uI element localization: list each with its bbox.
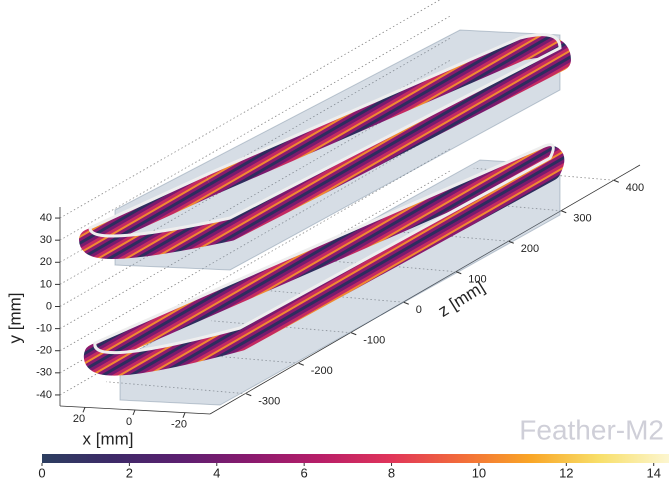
grid-line: [106, 381, 247, 395]
tick-mark: [456, 271, 462, 275]
grid-line: [316, 259, 457, 273]
y-tick-label: 30: [40, 234, 52, 246]
grid-line: [211, 320, 352, 334]
y-tick-label: 40: [40, 212, 52, 224]
colorbar-tick-label: 4: [213, 465, 220, 480]
y-tick-label: -40: [36, 389, 52, 401]
annotation: Feather-M2: [519, 414, 664, 445]
coils: [79, 33, 571, 376]
y-tick-label: -20: [36, 345, 52, 357]
colorbar-tick-label: 10: [472, 465, 486, 480]
y-tick-label: -10: [36, 323, 52, 335]
tick-mark: [132, 409, 136, 416]
tick-mark: [613, 179, 619, 183]
z-tick-label: 400: [626, 182, 644, 194]
tick-mark: [508, 240, 514, 244]
colorbar-tick-label: 14: [646, 465, 660, 480]
x-tick-label: 0: [126, 416, 132, 428]
z-tick-label: 200: [521, 243, 539, 255]
grid-line: [263, 289, 404, 303]
tick-mark: [561, 210, 567, 214]
colorbar-tick-label: 2: [126, 465, 133, 480]
z-tick-label: 0: [416, 304, 422, 316]
colorbar-tick-label: 8: [388, 465, 395, 480]
tick-mark: [403, 301, 409, 305]
x-tick-label: -20: [171, 419, 187, 431]
y-tick-label: -30: [36, 367, 52, 379]
tick-mark: [182, 412, 186, 418]
z-tick-label: -300: [258, 396, 280, 408]
grid-line: [59, 82, 451, 307]
grid-line: [59, 126, 451, 352]
tick-mark: [351, 332, 357, 336]
colorbar-tick-label: 0: [38, 465, 45, 480]
grid-line: [59, 0, 441, 219]
tick-mark: [246, 393, 252, 397]
z-tick-label: -200: [311, 365, 333, 377]
grid-line: [59, 148, 451, 374]
x-axis-label: x [mm]: [83, 429, 134, 448]
y-tick-label: 0: [46, 300, 52, 312]
y-axis-label: y [mm]: [5, 293, 24, 344]
colorbar: [42, 454, 669, 463]
tick-mark: [82, 407, 86, 413]
grid-line: [59, 37, 451, 263]
colorbar-tick-label: 6: [301, 465, 308, 480]
tick-mark: [298, 362, 304, 366]
y-tick-label: 20: [40, 256, 52, 268]
y-tick-label: 10: [40, 278, 52, 290]
z-tick-label: -100: [363, 335, 385, 347]
colorbar-tick-label: 12: [559, 465, 573, 480]
z-tick-label: 100: [468, 274, 486, 286]
z-tick-label: 300: [573, 213, 591, 225]
grid-line: [59, 15, 451, 241]
x-tick-label: 20: [73, 413, 85, 425]
